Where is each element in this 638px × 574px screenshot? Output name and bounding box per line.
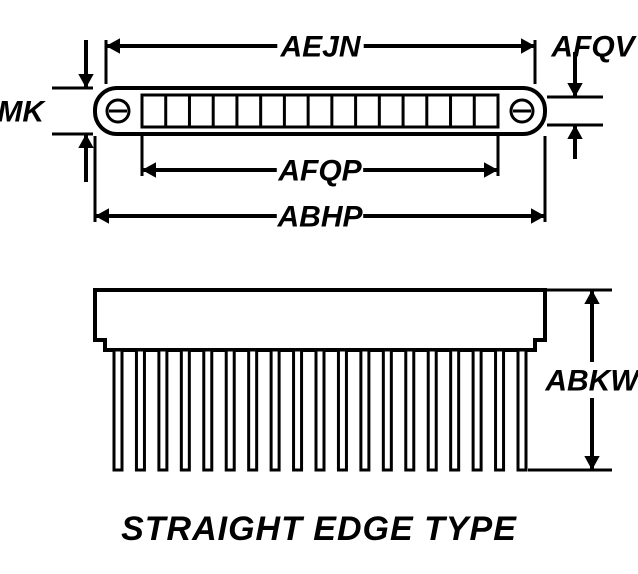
diagram-title: STRAIGHT EDGE TYPE <box>0 510 638 549</box>
svg-text:ABMK: ABMK <box>0 96 46 129</box>
svg-text:AFQP: AFQP <box>277 155 362 188</box>
svg-text:AFQV: AFQV <box>550 31 637 64</box>
svg-text:ABHP: ABHP <box>276 201 363 234</box>
svg-text:ABKW: ABKW <box>544 365 638 398</box>
diagram-canvas: AEJN AFQV ABMK AFQP ABHP ABKW <box>0 0 638 574</box>
svg-text:AEJN: AEJN <box>279 31 361 64</box>
